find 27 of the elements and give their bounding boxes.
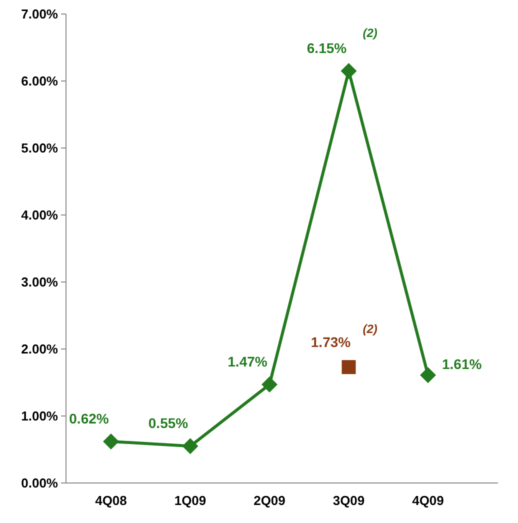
x-tick-label: 4Q08 — [95, 493, 127, 508]
data-label: 1.61% — [442, 356, 482, 372]
point — [182, 438, 198, 454]
annotation: (2) — [362, 26, 378, 40]
y-tick-label: 1.00% — [21, 408, 58, 424]
point — [420, 367, 436, 384]
data-label: 0.55% — [148, 415, 189, 432]
annotation: (2) — [362, 322, 378, 336]
data-label: 1.73% — [310, 334, 352, 350]
y-tick-label: 3.00% — [21, 274, 58, 290]
point — [342, 360, 356, 374]
data-label: 1.47% — [228, 354, 268, 370]
x-tick-label: 3Q09 — [332, 493, 365, 508]
data-label: 0.62% — [69, 410, 110, 426]
x-tick-label: 1Q09 — [174, 493, 206, 508]
y-tick-label: 0.00% — [21, 476, 58, 491]
y-tick-label: 2.00% — [21, 342, 58, 357]
point — [262, 376, 278, 393]
point — [103, 433, 119, 450]
y-tick-label: 4.00% — [21, 208, 58, 223]
y-tick-label: 6.00% — [21, 74, 58, 89]
y-tick-label: 5.00% — [21, 140, 58, 156]
y-tick-label: 7.00% — [21, 6, 58, 22]
x-tick-label: 4Q09 — [412, 493, 444, 508]
point — [340, 62, 357, 79]
x-tick-label: 2Q09 — [254, 493, 286, 508]
data-label: 6.15% — [306, 40, 348, 56]
